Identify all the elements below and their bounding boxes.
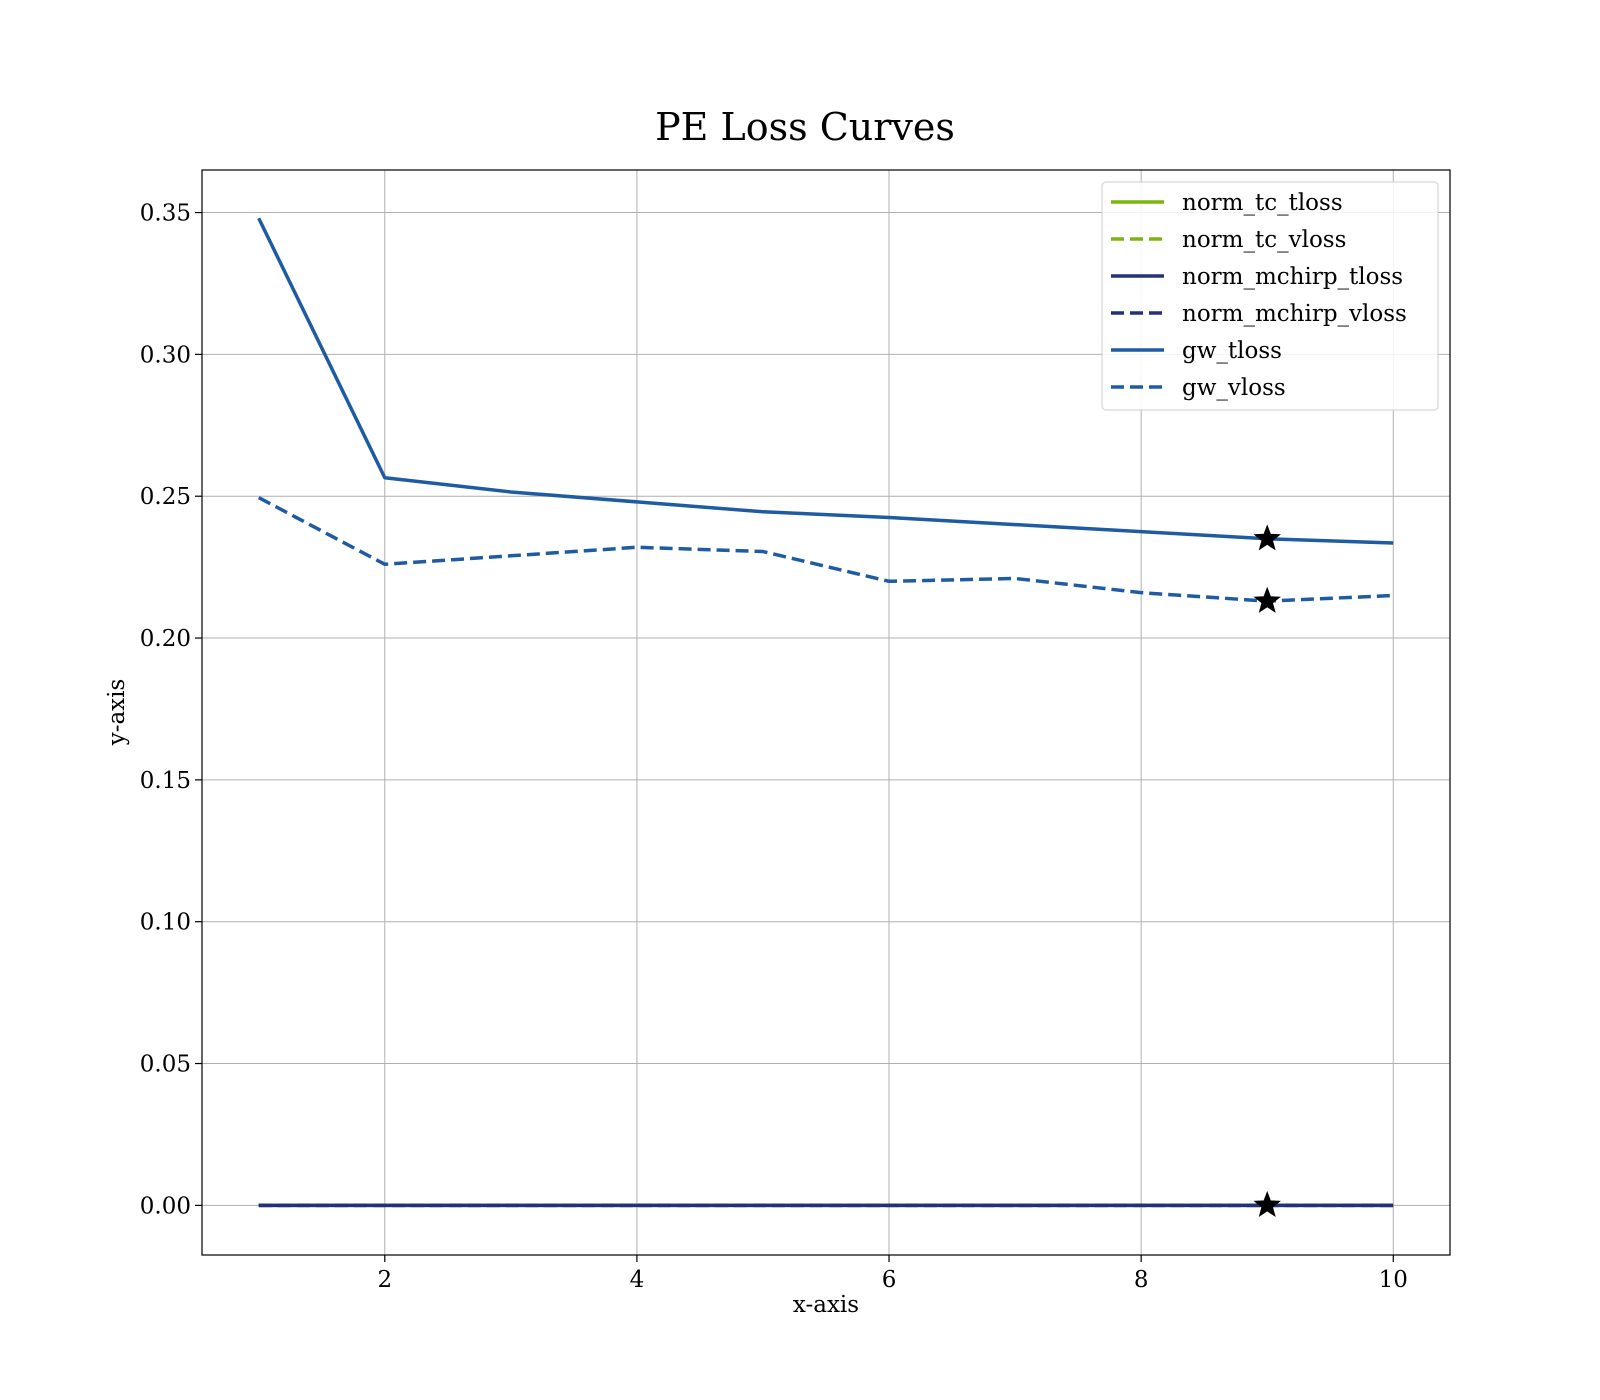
- y-tick-label: 0.20: [140, 626, 191, 652]
- y-tick-label: 0.05: [140, 1052, 191, 1078]
- star-marker: [1253, 1190, 1281, 1218]
- legend-label: norm_mchirp_vloss: [1182, 301, 1407, 327]
- best-epoch-markers: [1253, 524, 1281, 1218]
- legend: norm_tc_tloss norm_tc_vloss norm_mchirp_tl…: [1101, 181, 1439, 411]
- y-tick-label: 0.10: [140, 910, 191, 936]
- legend-label: norm_tc_tloss: [1182, 190, 1343, 216]
- y-tick-label: 0.00: [140, 1193, 191, 1219]
- x-axis-label: x-axis: [793, 1292, 859, 1318]
- legend-box: [1101, 181, 1439, 411]
- x-tick-label: 6: [882, 1267, 897, 1293]
- x-tick-label: 10: [1379, 1267, 1408, 1293]
- y-tick-label: 0.30: [140, 342, 191, 368]
- y-tick-label: 0.35: [140, 201, 191, 227]
- legend-label: norm_tc_vloss: [1182, 227, 1346, 253]
- y-axis-label: y-axis: [104, 679, 130, 747]
- star-marker: [1253, 524, 1281, 551]
- series-line-gw-tloss: [257, 217, 1394, 545]
- plot-series: [257, 217, 1394, 1208]
- legend-label: norm_mchirp_tloss: [1182, 264, 1403, 290]
- star-marker: [1253, 586, 1281, 613]
- y-tick-label: 0.15: [140, 768, 191, 794]
- y-tick-label: 0.25: [140, 484, 191, 510]
- legend-label: gw_vloss: [1182, 375, 1286, 401]
- axis-ticks: 2 4 6 8 10 0.00 0.05 0.10 0.15 0.20 0.25 0.30 0.35: [140, 201, 1408, 1293]
- legend-label: gw_tloss: [1182, 338, 1282, 364]
- chart-title: PE Loss Curves: [655, 105, 955, 149]
- x-tick-label: 2: [377, 1267, 392, 1293]
- x-tick-label: 4: [630, 1267, 645, 1293]
- plot-frame: [201, 169, 1451, 1256]
- x-tick-label: 8: [1134, 1267, 1149, 1293]
